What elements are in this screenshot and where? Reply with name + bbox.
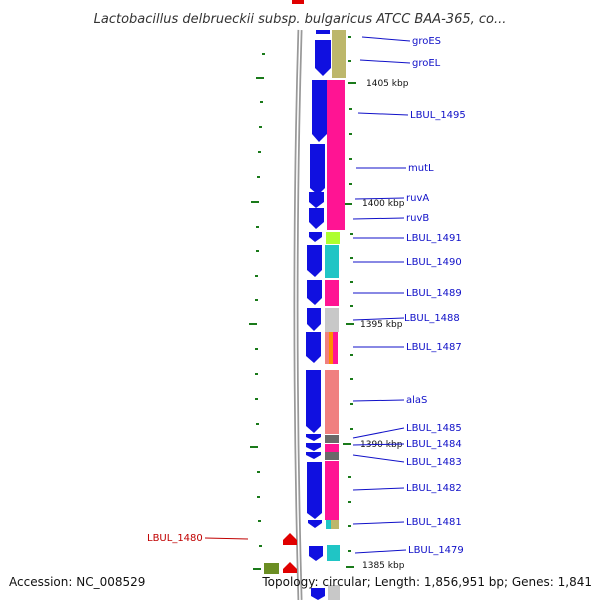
gene-arrow-LBUL_1491 — [309, 232, 322, 242]
gene-arrow — [311, 588, 325, 600]
gene-label-groEL[interactable]: groEL — [412, 58, 441, 69]
gene-label-alaS[interactable]: alaS — [406, 395, 427, 406]
inner-ticks — [343, 36, 356, 568]
cog-segment — [329, 332, 333, 364]
cog-segment — [332, 30, 346, 78]
label-leaders — [352, 36, 411, 554]
kbp-label: 1385 kbp — [362, 561, 405, 571]
gene-arrow-groES — [315, 40, 331, 76]
cog-segment — [264, 563, 279, 574]
gene-arrow-LBUL_1487 — [306, 332, 321, 363]
gene-arrow-LBUL_1490 — [307, 245, 322, 277]
cog-segment — [333, 332, 338, 364]
gene-labels: groES groEL LBUL_1495 mutL ruvA ruvB LBU… — [147, 36, 466, 556]
kbp-label: 1405 kbp — [366, 79, 409, 89]
gene-arrow-LBUL_1488 — [307, 308, 321, 331]
reverse-strand-features — [264, 0, 304, 574]
cog-segment — [325, 435, 339, 443]
cog-segment — [325, 444, 339, 452]
cog-segment — [325, 461, 339, 520]
cog-segment — [326, 520, 331, 529]
gene-label-LBUL_1480[interactable]: LBUL_1480 — [147, 533, 203, 544]
outer-ticks — [249, 53, 265, 570]
gene-arrow-LBUL_1483 — [306, 452, 321, 459]
kbp-label: 1400 kbp — [362, 199, 405, 209]
gene-label-LBUL_1491[interactable]: LBUL_1491 — [406, 233, 462, 244]
cog-segment — [331, 520, 339, 529]
gene-arrow-LBUL_1480 — [283, 533, 297, 545]
cog-segment — [327, 80, 345, 230]
gene-arrow-LBUL_1489 — [307, 280, 322, 305]
gene-arrow-LBUL_1484 — [306, 443, 321, 451]
label-leader-LBUL_1480 — [204, 537, 249, 540]
gene-label-groES[interactable]: groES — [412, 36, 441, 47]
kbp-labels: 1405 kbp 1400 kbp 1395 kbp 1390 kbp 1385… — [360, 79, 409, 571]
gene-label-LBUL_1489[interactable]: LBUL_1489 — [406, 288, 462, 299]
map-title: Lactobacillus delbrueckii subsp. bulgari… — [94, 12, 507, 27]
gene-label-LBUL_1479[interactable]: LBUL_1479 — [408, 545, 464, 556]
gene-arrow-LBUL_1482 — [307, 462, 322, 519]
cog-segment — [328, 585, 340, 600]
gene-label-ruvA[interactable]: ruvA — [406, 193, 429, 204]
gene-label-LBUL_1483[interactable]: LBUL_1483 — [406, 457, 462, 468]
gene-label-mutL[interactable]: mutL — [408, 163, 434, 174]
kbp-label: 1395 kbp — [360, 320, 403, 330]
gene-arrow-reverse — [292, 0, 304, 4]
gene-arrow-ruvB — [309, 208, 324, 229]
gene-label-LBUL_1482[interactable]: LBUL_1482 — [406, 483, 462, 494]
gene-arrow-LBUL_1495 — [312, 80, 327, 142]
cog-segment — [325, 245, 339, 278]
cog-segment — [325, 308, 339, 332]
gene-arrow-LBUL_1481 — [308, 520, 322, 528]
genome-backbone-inner — [295, 29, 301, 600]
cog-segment — [326, 232, 340, 244]
cog-segment — [325, 452, 339, 460]
gene-arrow-LBUL_1479 — [309, 546, 323, 561]
cog-segment — [325, 280, 339, 306]
gene-label-LBUL_1484[interactable]: LBUL_1484 — [406, 439, 462, 450]
gene-arrows — [306, 30, 331, 600]
gene-label-ruvB[interactable]: ruvB — [406, 213, 429, 224]
gene-arrow-reverse — [283, 562, 297, 573]
accession-text: Accession: NC_008529 — [9, 575, 145, 589]
cog-segment — [325, 332, 329, 364]
gene-label-LBUL_1481[interactable]: LBUL_1481 — [406, 517, 462, 528]
gene-label-LBUL_1487[interactable]: LBUL_1487 — [406, 342, 462, 353]
gene-arrow-ruvA — [309, 192, 324, 208]
cog-segment — [327, 545, 340, 561]
cog-color-bar — [325, 30, 346, 600]
gene-arrow — [316, 30, 330, 34]
gene-label-LBUL_1488[interactable]: LBUL_1488 — [404, 313, 460, 324]
gene-label-LBUL_1495[interactable]: LBUL_1495 — [410, 110, 466, 121]
gene-arrow-mutL — [310, 144, 325, 195]
gene-arrow-LBUL_1485 — [306, 434, 321, 441]
cog-segment — [325, 370, 339, 434]
gene-arrow-alaS — [306, 370, 321, 433]
kbp-label: 1390 kbp — [360, 440, 403, 450]
gene-label-LBUL_1485[interactable]: LBUL_1485 — [406, 423, 462, 434]
topology-summary: Topology: circular; Length: 1,856,951 bp… — [261, 575, 592, 589]
gene-label-LBUL_1490[interactable]: LBUL_1490 — [406, 257, 462, 268]
